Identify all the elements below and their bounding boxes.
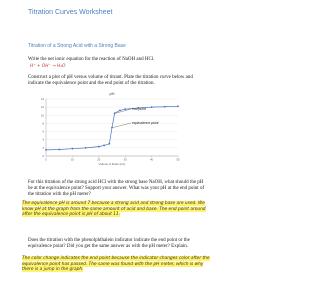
- subtitle: Titration of a Strong Acid with a Strong…: [28, 43, 126, 49]
- plot-title: pH: [109, 91, 114, 96]
- annotation: end point: [132, 107, 147, 111]
- question: For this titration of the strong acid HC…: [28, 180, 205, 197]
- answer: The equivalence pH is around 7 because a…: [22, 201, 214, 218]
- data-point: [124, 108, 127, 111]
- y-tick-label: 4: [43, 138, 45, 142]
- y-tick-label: 2: [43, 146, 45, 150]
- x-tick-label: 30: [124, 158, 127, 162]
- data-point: [111, 126, 113, 129]
- annotation-arrow: [115, 108, 132, 114]
- x-tick-label: 10: [71, 158, 74, 162]
- x-tick-label: 40: [150, 158, 153, 162]
- titration-plot: pH 0 2 4 6 8 10 12 14 0 10 20 30 40 50 Volume of titran…: [41, 91, 180, 166]
- annotation: equivalence point: [132, 121, 159, 125]
- data-point: [97, 145, 100, 148]
- answer-highlight: The color change indicates the end point…: [22, 256, 210, 273]
- x-tick-label: 0: [45, 158, 47, 162]
- y-tick-label: 12: [41, 105, 44, 109]
- title: Titration Curves Worksheet: [28, 9, 113, 16]
- answer: H⁺ + OH⁻ → H₂O: [30, 64, 66, 69]
- x-axis-label: Volume of titrant (mL): [99, 162, 126, 166]
- answer-highlight: The equivalence pH is around 7 because a…: [22, 201, 206, 218]
- question: Write the net ionic equation for the rea…: [28, 57, 155, 62]
- worksheet-page: Titration Curves Worksheet Titration of …: [22, 9, 214, 273]
- data-point: [137, 107, 140, 109]
- answer: The color change indicates the end point…: [22, 256, 214, 273]
- data-point: [45, 148, 47, 151]
- y-tick-label: 10: [41, 113, 44, 117]
- question: Construct a plot of pH versus volume of …: [28, 75, 193, 86]
- y-tick-label: 0: [43, 154, 45, 158]
- y-tick-label: 14: [41, 97, 44, 101]
- question: Does the titration with the phenolphthal…: [28, 238, 190, 249]
- data-point: [84, 146, 87, 149]
- data-point: [163, 105, 166, 108]
- data-point: [108, 142, 111, 145]
- data-point: [177, 105, 179, 108]
- data-point: [150, 106, 153, 109]
- x-tick-label: 50: [177, 158, 180, 162]
- data-point: [113, 112, 116, 115]
- data-point: [119, 109, 121, 112]
- x-tick-label: 20: [97, 158, 100, 162]
- data-point: [103, 144, 105, 147]
- y-tick-label: 8: [43, 121, 45, 125]
- data-point: [71, 147, 74, 150]
- y-tick-label: 6: [43, 130, 45, 134]
- data-point: [58, 148, 61, 151]
- annotation-arrow: [112, 122, 132, 128]
